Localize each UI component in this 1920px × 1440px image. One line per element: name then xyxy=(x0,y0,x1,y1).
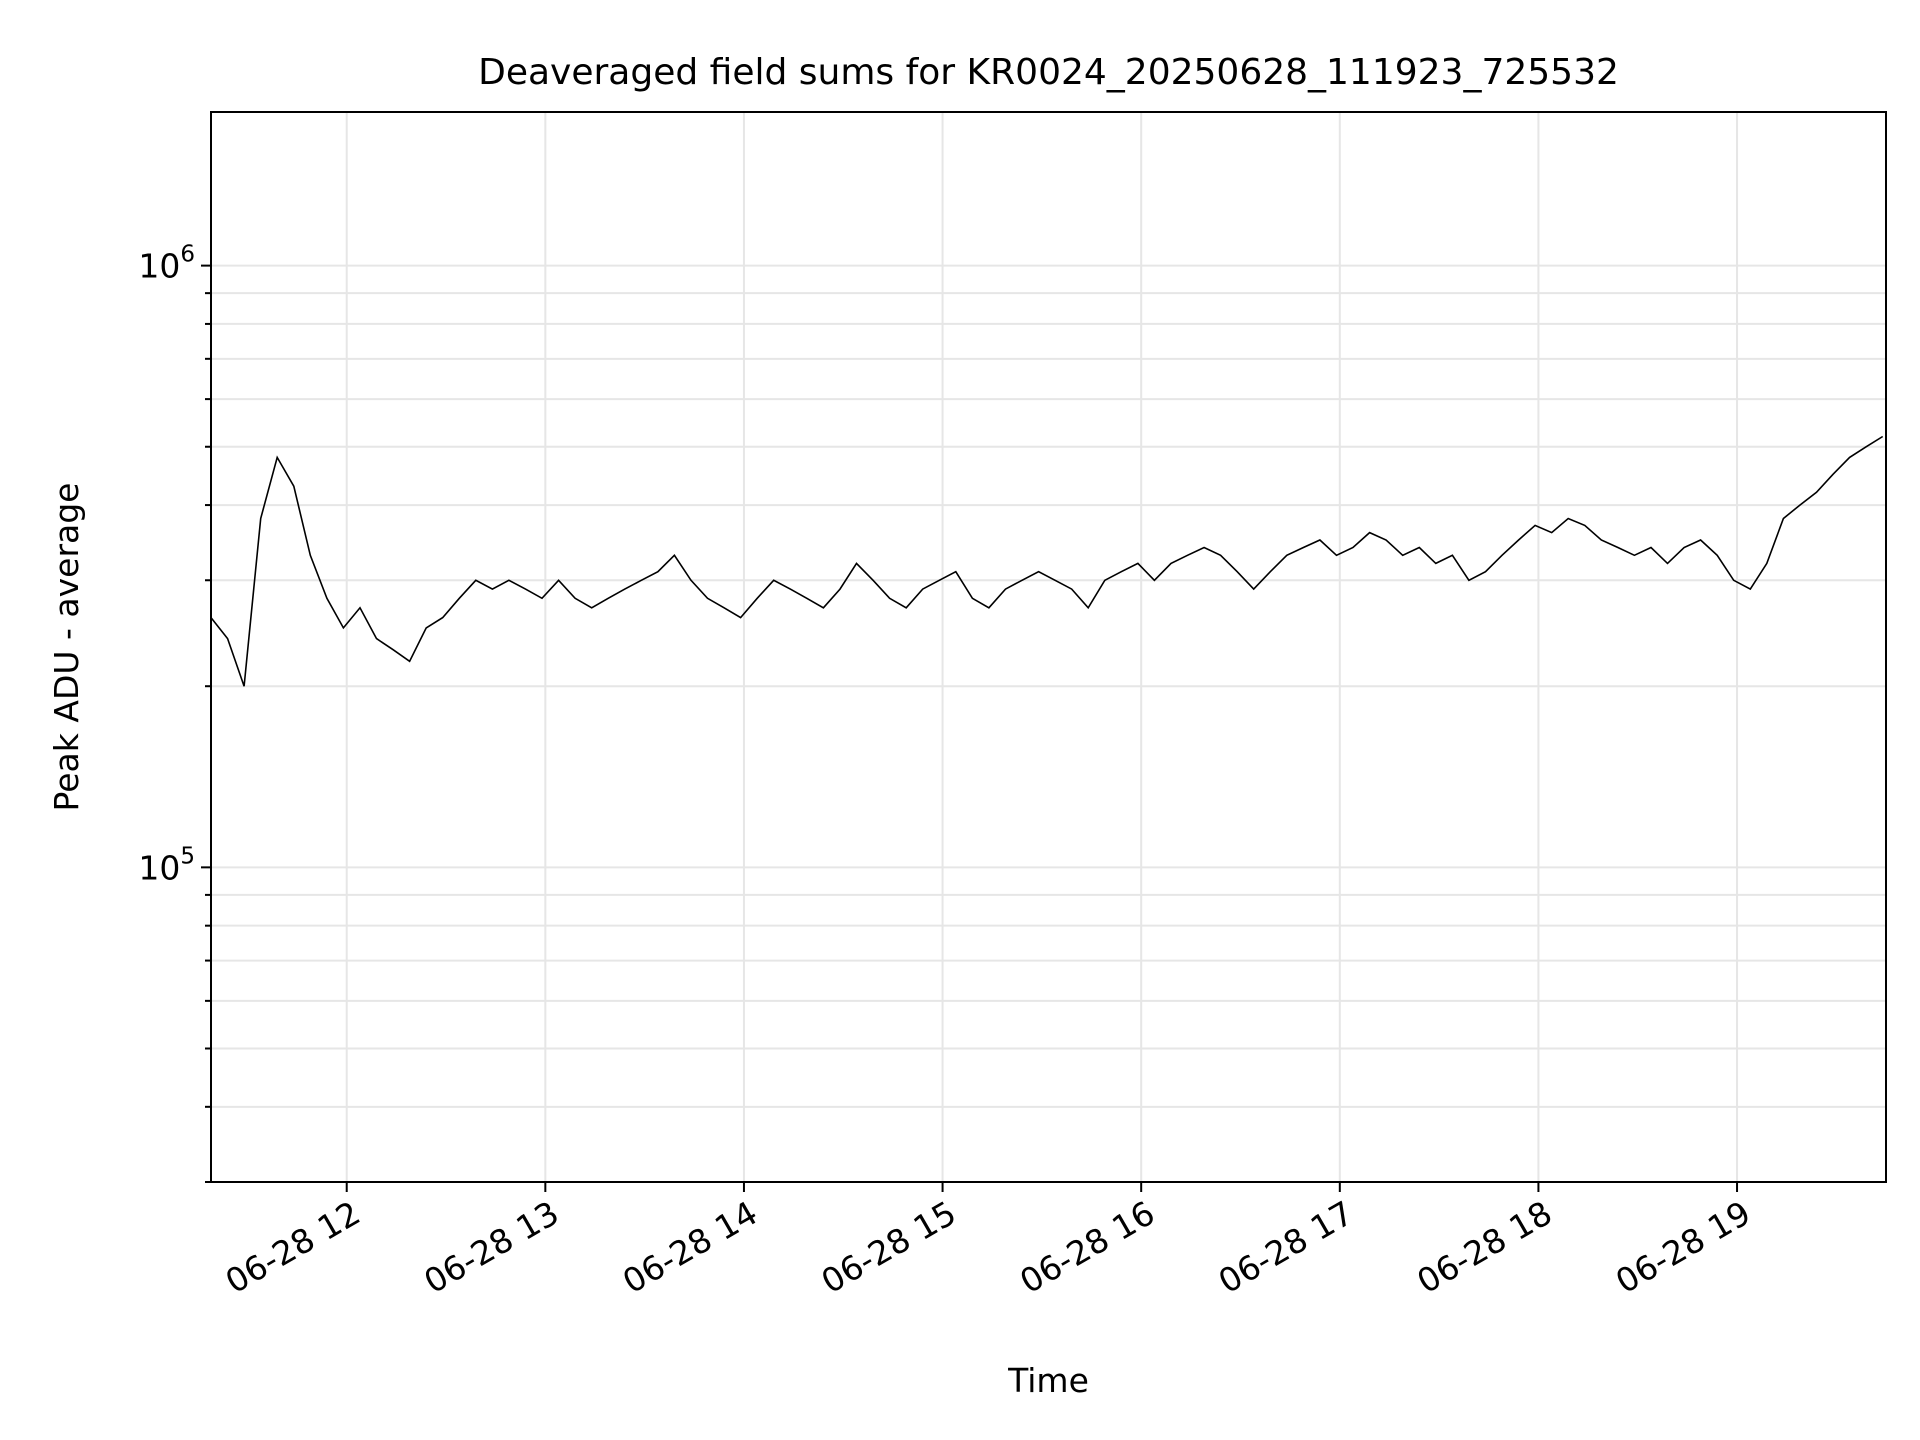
y-axis: 105 106 xyxy=(138,242,211,1183)
plot-frame xyxy=(210,111,1887,1183)
y-tick-label: 106 xyxy=(138,242,195,286)
y-tick-label: 105 xyxy=(138,843,195,887)
series-layer xyxy=(210,435,1884,687)
chart-title: Deaveraged field sums for KR0024_2025062… xyxy=(478,52,1619,93)
series-line xyxy=(210,435,1884,687)
y-axis-label: Peak ADU - average xyxy=(47,483,86,812)
x-axis-label: Time xyxy=(1007,1361,1089,1400)
grid xyxy=(211,112,1886,1183)
